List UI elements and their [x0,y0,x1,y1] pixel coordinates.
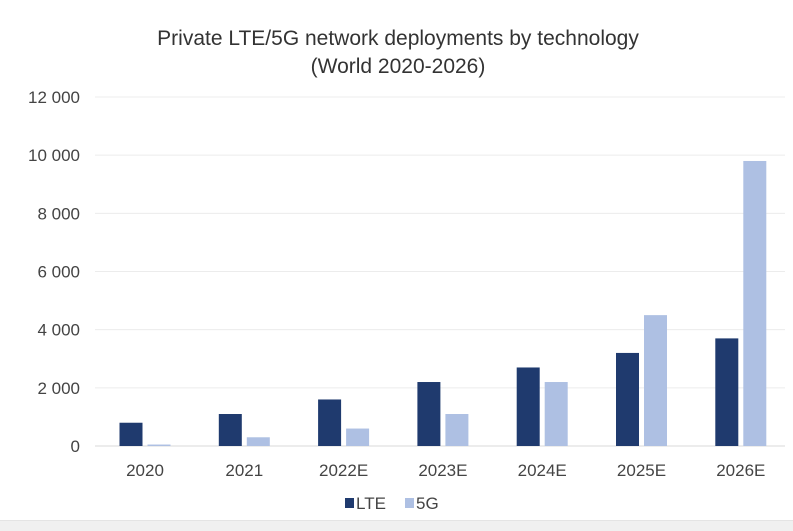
x-tick-label: 2023E [418,461,467,480]
bar-lte-2025E [616,352,639,446]
legend-label-5g: 5G [416,494,439,513]
chart-subtitle: (World 2020-2026) [311,55,486,78]
bar-5g-2023E [445,414,469,446]
y-axis-ticks: 0 2 000 4 000 6 000 8 000 10 000 12 000 [28,88,80,456]
bar-lte-2023E [417,382,441,446]
bar-5g-2026E [743,160,767,446]
x-tick-label: 2020 [126,461,164,480]
y-tick-label: 2 000 [37,379,80,398]
bar-lte-2020 [119,422,143,446]
bar-5g-2021 [246,437,270,446]
bars [119,160,767,446]
y-tick-label: 6 000 [37,263,80,282]
x-tick-label: 2021 [225,461,263,480]
bar-5g-2020 [147,444,171,446]
bottom-band [0,520,793,531]
legend: LTE 5G [345,494,439,513]
x-tick-label: 2022E [319,461,368,480]
x-tick-label: 2024E [518,461,567,480]
y-tick-label: 8 000 [37,204,80,223]
legend-swatch-lte [345,498,354,508]
x-axis-ticks: 2020 2021 2022E 2023E 2024E 2025E 2026E [126,461,765,480]
y-tick-label: 12 000 [28,88,80,107]
bar-lte-2021 [218,414,242,446]
x-tick-label: 2025E [617,461,666,480]
y-tick-label: 10 000 [28,146,80,165]
x-tick-label: 2026E [716,461,765,480]
bar-5g-2024E [544,382,568,446]
legend-swatch-5g [405,498,414,508]
bar-lte-2024E [516,367,540,446]
bar-5g-2022E [346,428,370,446]
y-tick-label: 0 [71,437,80,456]
gridlines [95,96,785,447]
bar-lte-2026E [715,338,739,446]
chart-title: Private LTE/5G network deployments by te… [157,27,639,50]
legend-label-lte: LTE [356,494,386,513]
bar-5g-2025E [644,315,667,446]
bar-lte-2022E [318,399,342,446]
y-tick-label: 4 000 [37,321,80,340]
